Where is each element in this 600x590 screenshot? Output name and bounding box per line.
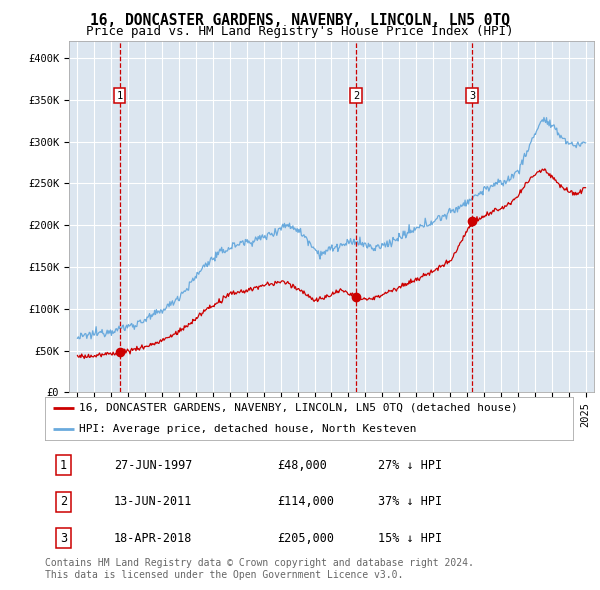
Text: 3: 3 — [469, 91, 475, 101]
Text: 16, DONCASTER GARDENS, NAVENBY, LINCOLN, LN5 0TQ (detached house): 16, DONCASTER GARDENS, NAVENBY, LINCOLN,… — [79, 403, 518, 412]
Text: 16, DONCASTER GARDENS, NAVENBY, LINCOLN, LN5 0TQ: 16, DONCASTER GARDENS, NAVENBY, LINCOLN,… — [90, 13, 510, 28]
Text: 27-JUN-1997: 27-JUN-1997 — [113, 458, 192, 472]
Text: 1: 1 — [116, 91, 123, 101]
Text: Price paid vs. HM Land Registry's House Price Index (HPI): Price paid vs. HM Land Registry's House … — [86, 25, 514, 38]
Text: 1: 1 — [60, 458, 67, 472]
Text: 2: 2 — [60, 495, 67, 509]
Text: 13-JUN-2011: 13-JUN-2011 — [113, 495, 192, 509]
Text: £114,000: £114,000 — [277, 495, 334, 509]
Text: 2: 2 — [353, 91, 359, 101]
Text: 37% ↓ HPI: 37% ↓ HPI — [377, 495, 442, 509]
Text: £48,000: £48,000 — [277, 458, 327, 472]
Text: £205,000: £205,000 — [277, 532, 334, 545]
Text: 27% ↓ HPI: 27% ↓ HPI — [377, 458, 442, 472]
Text: 18-APR-2018: 18-APR-2018 — [113, 532, 192, 545]
Text: 3: 3 — [60, 532, 67, 545]
Text: 15% ↓ HPI: 15% ↓ HPI — [377, 532, 442, 545]
Text: Contains HM Land Registry data © Crown copyright and database right 2024.
This d: Contains HM Land Registry data © Crown c… — [45, 558, 474, 580]
Text: HPI: Average price, detached house, North Kesteven: HPI: Average price, detached house, Nort… — [79, 424, 417, 434]
